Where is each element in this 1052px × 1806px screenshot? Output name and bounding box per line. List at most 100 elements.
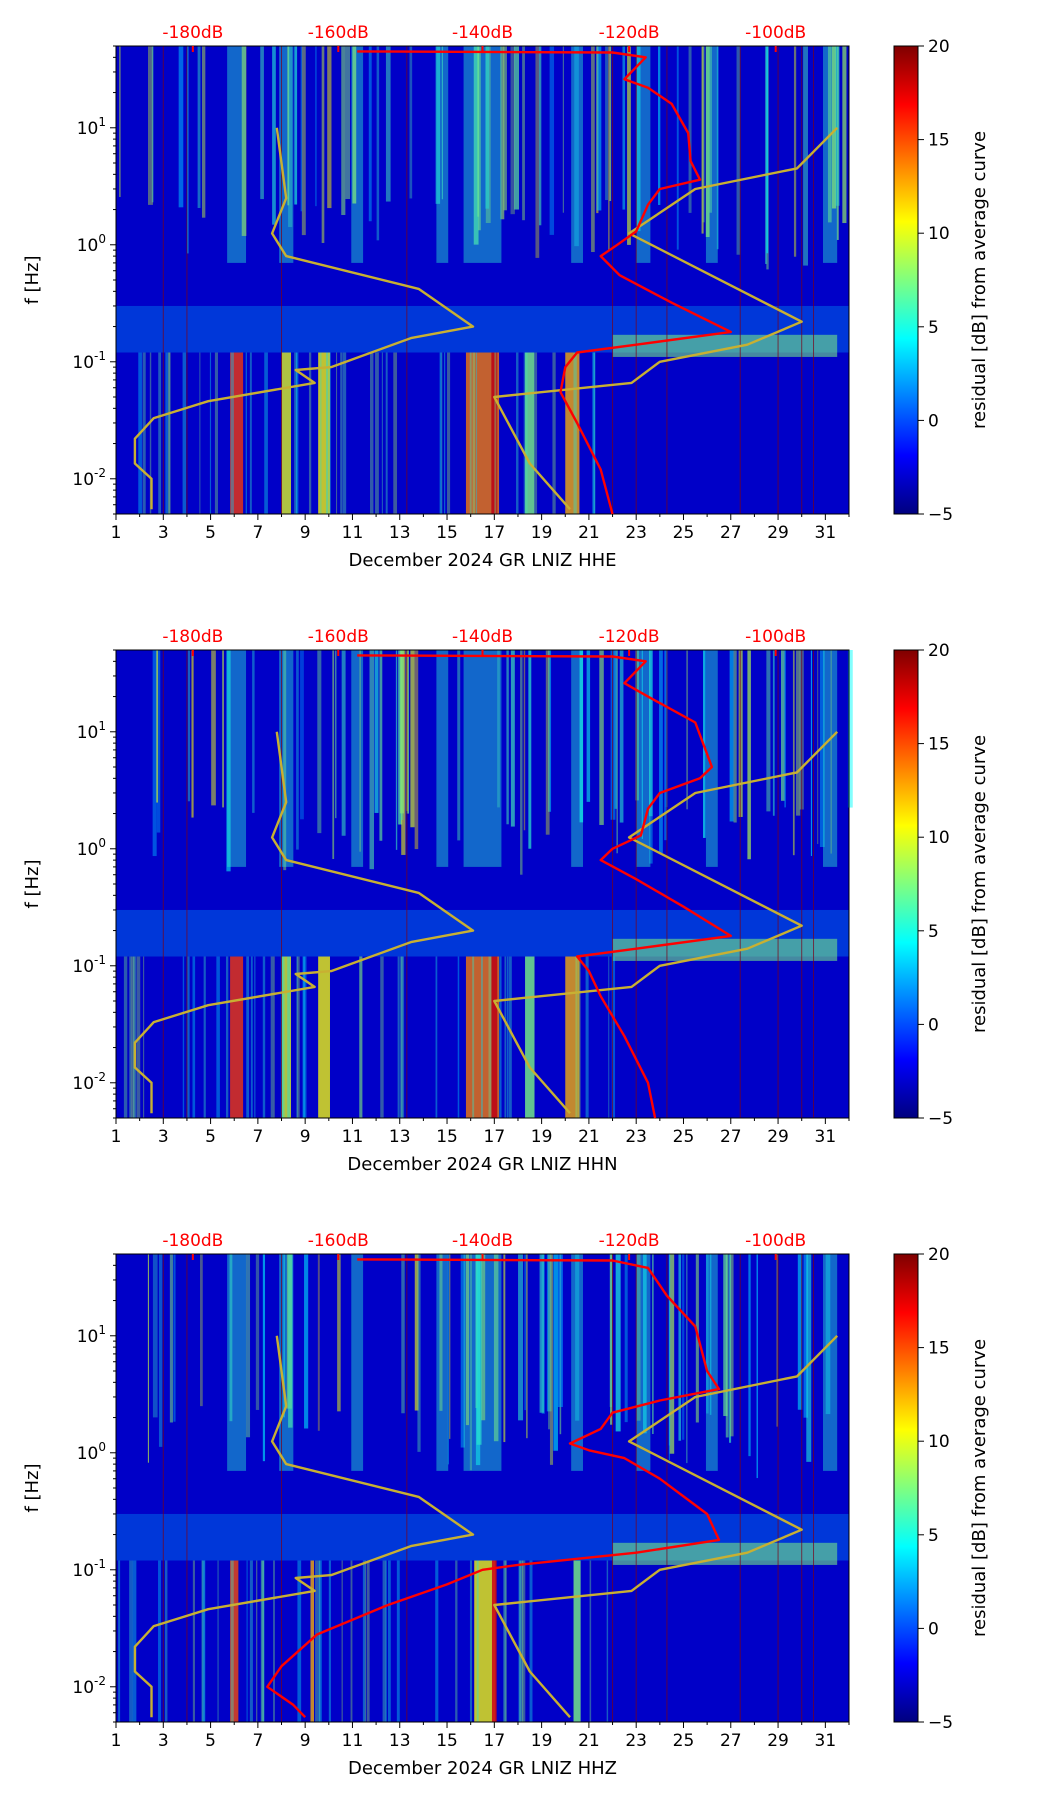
colorbar-tick-label: 20 — [928, 1245, 950, 1265]
colorbar-label: residual [dB] from average curve — [969, 131, 990, 429]
x-tick-label: 21 — [578, 523, 600, 543]
x-tick-label: 31 — [815, 1731, 837, 1751]
db-tick-label: -140dB — [452, 23, 513, 43]
x-tick-label: 9 — [300, 1127, 311, 1147]
x-tick-label: 11 — [342, 1731, 364, 1751]
x-tick-label: 3 — [158, 523, 169, 543]
x-axis-label: December 2024 GR LNIZ HHZ — [348, 1758, 617, 1779]
db-tick-label: -120dB — [599, 1231, 660, 1251]
db-tick-label: -160dB — [308, 627, 369, 647]
colorbar-label: residual [dB] from average curve — [969, 735, 990, 1033]
x-tick-label: 1 — [111, 1731, 122, 1751]
colorbar-tick-label: 10 — [928, 1432, 950, 1452]
y-tick-label: 10-1 — [72, 953, 106, 977]
x-axis-label: December 2024 GR LNIZ HHN — [347, 1154, 617, 1175]
db-tick-label: -100dB — [745, 1231, 806, 1251]
x-tick-label: 13 — [389, 523, 411, 543]
x-tick-label: 27 — [720, 1731, 742, 1751]
db-tick-label: -120dB — [599, 627, 660, 647]
x-tick-label: 27 — [720, 523, 742, 543]
colorbar: 20 15 10 5 0 −5 residual [dB] from average cur… — [893, 1245, 990, 1733]
x-tick-label: 5 — [205, 1731, 216, 1751]
colorbar-tick-label: 5 — [928, 922, 939, 942]
heatmap-texture — [116, 1254, 849, 1722]
colorbar-tick-label: 0 — [928, 1015, 939, 1035]
x-tick-label: 19 — [531, 1731, 553, 1751]
colorbar-tick-label: 5 — [928, 1526, 939, 1546]
y-tick-label: 100 — [77, 232, 106, 256]
x-tick-label: 17 — [484, 523, 506, 543]
y-tick-label: 101 — [77, 719, 106, 743]
y-tick-label: 10-1 — [72, 349, 106, 373]
colorbar-gradient — [893, 649, 919, 1119]
x-tick-label: 19 — [531, 523, 553, 543]
y-tick-label: 100 — [77, 1440, 106, 1464]
colorbar-gradient — [893, 45, 919, 515]
x-tick-label: 31 — [815, 523, 837, 543]
x-tick-label: 1 — [111, 523, 122, 543]
y-axis-label: f [Hz] — [22, 255, 43, 304]
x-tick-label: 13 — [389, 1127, 411, 1147]
x-tick-label: 7 — [252, 523, 263, 543]
x-tick-label: 29 — [767, 1731, 789, 1751]
db-tick-label: -180dB — [162, 23, 223, 43]
x-tick-label: 11 — [342, 523, 364, 543]
y-tick-label: 10-2 — [72, 466, 106, 490]
db-tick-label: -180dB — [162, 627, 223, 647]
x-tick-label: 19 — [531, 1127, 553, 1147]
db-tick-label: -140dB — [452, 1231, 513, 1251]
db-tick-label: -180dB — [162, 1231, 223, 1251]
x-tick-label: 9 — [300, 1731, 311, 1751]
y-tick-label: 10-2 — [72, 1674, 106, 1698]
db-tick-label: -100dB — [745, 627, 806, 647]
x-tick-label: 25 — [673, 1127, 695, 1147]
y-tick-label: 101 — [77, 115, 106, 139]
noise-model-line — [133, 127, 475, 510]
noise-model-line — [493, 1334, 839, 1718]
y-tick-label: 100 — [77, 836, 106, 860]
db-tick-label: -160dB — [308, 23, 369, 43]
colorbar-tick-label: −5 — [928, 505, 953, 525]
colorbar-tick-label: 10 — [928, 224, 950, 244]
x-tick-label: 27 — [720, 1127, 742, 1147]
x-tick-label: 15 — [436, 523, 458, 543]
colorbar-tick-label: −5 — [928, 1713, 953, 1733]
noise-model-line — [133, 731, 475, 1114]
x-tick-label: 29 — [767, 1127, 789, 1147]
spectrogram-panel-2: 1 3 5 7 9 11 13 15 17 19 21 23 25 27 29 3110-210-110010… — [22, 627, 990, 1175]
y-tick-label: 10-1 — [72, 1557, 106, 1581]
colorbar: 20 15 10 5 0 −5 residual [dB] from average cur… — [893, 641, 990, 1129]
colorbar-label: residual [dB] from average curve — [969, 1339, 990, 1637]
colorbar-tick-label: 0 — [928, 411, 939, 431]
spectrogram-panel-3: 1 3 5 7 9 11 13 15 17 19 21 23 25 27 29 3110-210-110010… — [22, 1231, 990, 1779]
db-tick-label: -140dB — [452, 627, 513, 647]
colorbar-tick-label: 15 — [928, 1339, 950, 1359]
x-tick-label: 23 — [625, 1127, 647, 1147]
colorbar-tick-label: 0 — [928, 1619, 939, 1639]
x-tick-label: 25 — [673, 523, 695, 543]
x-tick-label: 23 — [625, 1731, 647, 1751]
noise-model-line — [493, 730, 839, 1114]
x-tick-label: 13 — [389, 1731, 411, 1751]
x-tick-label: 3 — [158, 1731, 169, 1751]
db-tick-label: -120dB — [599, 23, 660, 43]
colorbar-tick-label: 10 — [928, 828, 950, 848]
median-psd-line — [357, 50, 732, 515]
noise-model-line — [493, 126, 839, 510]
x-tick-label: 31 — [815, 1127, 837, 1147]
x-tick-label: 15 — [436, 1127, 458, 1147]
y-tick-label: 101 — [77, 1323, 106, 1347]
x-tick-label: 21 — [578, 1127, 600, 1147]
colorbar-gradient — [893, 1253, 919, 1723]
x-tick-label: 3 — [158, 1127, 169, 1147]
x-tick-label: 5 — [205, 1127, 216, 1147]
x-tick-label: 23 — [625, 523, 647, 543]
colorbar-tick-label: 20 — [928, 37, 950, 57]
colorbar-tick-label: 15 — [928, 131, 950, 151]
colorbar-tick-label: −5 — [928, 1109, 953, 1129]
colorbar-tick-label: 20 — [928, 641, 950, 661]
x-tick-label: 7 — [252, 1731, 263, 1751]
heatmap-texture — [116, 46, 849, 514]
db-tick-label: -160dB — [308, 1231, 369, 1251]
